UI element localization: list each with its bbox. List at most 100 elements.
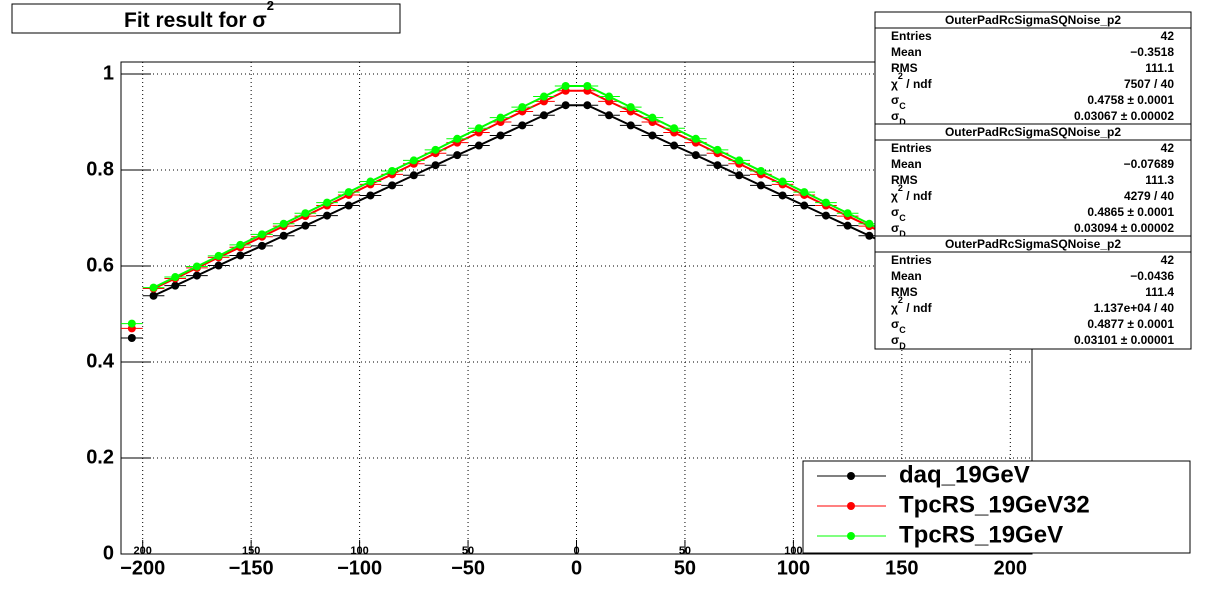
- x-tick-label: 0: [571, 557, 582, 579]
- marker: [670, 141, 679, 150]
- x-tick-label: 200: [994, 557, 1027, 579]
- stats-value: 0.03094 ± 0.00002: [1074, 221, 1174, 235]
- marker: [561, 101, 570, 110]
- stats-label-suffix: / ndf: [903, 189, 933, 203]
- y-tick-label: 0.6: [86, 254, 114, 276]
- stats-label-text: σ: [891, 317, 899, 331]
- x-tick-label-small: 50: [679, 545, 691, 557]
- x-tick-label: 150: [885, 557, 918, 579]
- marker: [279, 219, 288, 228]
- legend-label: daq_19GeV: [899, 461, 1030, 488]
- marker: [344, 201, 353, 210]
- x-tick-label: −100: [337, 557, 382, 579]
- marker: [301, 221, 310, 230]
- x-tick-label: 50: [674, 557, 696, 579]
- stats-label-text: χ: [891, 189, 898, 203]
- marker: [756, 181, 765, 190]
- stats-label-sub: D: [899, 117, 906, 127]
- marker: [453, 134, 462, 143]
- marker: [626, 121, 635, 130]
- stats-title: OuterPadRcSigmaSQNoise_p2: [945, 237, 1121, 251]
- marker: [583, 101, 592, 110]
- stats-label-suffix: / ndf: [903, 77, 933, 91]
- stats-label: RMS: [891, 173, 918, 187]
- stats-label: Mean: [891, 45, 922, 59]
- stats-label: Mean: [891, 269, 922, 283]
- stats-label: σD: [891, 333, 906, 351]
- marker: [323, 211, 332, 220]
- stats-label-sub: D: [899, 341, 906, 351]
- marker: [409, 171, 418, 180]
- stats-value: 42: [1161, 141, 1175, 155]
- y-tick-label: 0.4: [86, 350, 115, 372]
- title-box: [11, 3, 401, 34]
- marker: [518, 103, 527, 112]
- stats-label: Entries: [891, 253, 932, 267]
- stats-label-text: RMS: [891, 173, 918, 187]
- marker: [257, 241, 266, 250]
- stats-label-sub: C: [899, 325, 906, 335]
- marker: [713, 145, 722, 154]
- marker: [279, 231, 288, 240]
- stats-label-text: RMS: [891, 61, 918, 75]
- marker: [735, 156, 744, 165]
- marker: [171, 281, 180, 290]
- stats-value: 7507 / 40: [1124, 77, 1174, 91]
- marker: [431, 161, 440, 170]
- marker: [388, 181, 397, 190]
- marker: [236, 240, 245, 249]
- stats-value: 111.4: [1145, 285, 1174, 299]
- marker: [388, 166, 397, 175]
- stats-value: 42: [1161, 29, 1175, 43]
- stats-label-sup: 2: [898, 183, 903, 193]
- x-tick-label: −150: [229, 557, 274, 579]
- marker: [561, 82, 570, 90]
- marker: [583, 82, 592, 90]
- stats-label-text: σ: [891, 221, 899, 235]
- stats-value: 0.4865 ± 0.0001: [1087, 205, 1174, 219]
- marker: [301, 209, 310, 218]
- stats-label-text: Mean: [891, 157, 922, 171]
- stats-title: OuterPadRcSigmaSQNoise_p2: [945, 13, 1121, 27]
- stats-box: [874, 11, 1192, 126]
- marker: [539, 92, 548, 101]
- marker: [409, 156, 418, 165]
- y-tick-label: 0: [103, 542, 114, 564]
- stats-label-text: χ: [891, 301, 898, 315]
- legend-marker: [847, 532, 855, 540]
- marker: [691, 134, 700, 143]
- marker: [821, 198, 830, 207]
- stats-value: 42: [1161, 253, 1175, 267]
- stats-label: Entries: [891, 29, 932, 43]
- legend-label: TpcRS_19GeV: [899, 521, 1063, 548]
- x-tick-label: −200: [120, 557, 165, 579]
- stats-label: χ2 / ndf: [891, 71, 933, 91]
- stats-label: χ2 / ndf: [891, 295, 933, 315]
- stats-label-text: σ: [891, 109, 899, 123]
- stats-value: 111.3: [1145, 173, 1174, 187]
- x-tick-label-small: 100: [784, 545, 802, 557]
- marker: [843, 209, 852, 218]
- stats-label: Mean: [891, 157, 922, 171]
- stats-label-text: σ: [891, 93, 899, 107]
- marker: [192, 271, 201, 280]
- marker: [865, 231, 874, 240]
- marker: [453, 151, 462, 160]
- stats-label-sup: 2: [898, 71, 903, 81]
- stats-label-sub: D: [899, 229, 906, 239]
- stats-title: OuterPadRcSigmaSQNoise_p2: [945, 125, 1121, 139]
- legend-marker: [847, 472, 855, 480]
- x-tick-label-small: 50: [462, 545, 474, 557]
- stats-value: −0.3518: [1130, 45, 1174, 59]
- stats-value: 0.4758 ± 0.0001: [1087, 93, 1174, 107]
- marker: [756, 166, 765, 175]
- stats-label: Entries: [891, 141, 932, 155]
- stats-box: [874, 123, 1192, 238]
- stats-value: 0.03101 ± 0.00001: [1074, 333, 1174, 347]
- marker: [474, 124, 483, 133]
- stats-value: 1.137e+04 / 40: [1094, 301, 1175, 315]
- marker: [431, 145, 440, 154]
- marker: [648, 113, 657, 122]
- marker: [539, 111, 548, 120]
- stats-label-text: σ: [891, 205, 899, 219]
